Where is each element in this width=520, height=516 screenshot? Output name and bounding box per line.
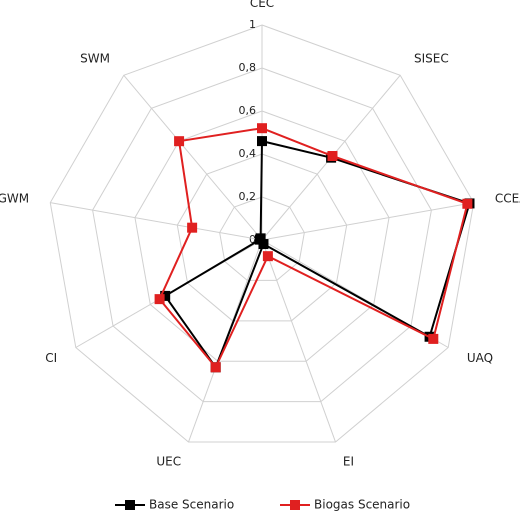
r-tick-label: 0 xyxy=(249,233,256,246)
grid-ring xyxy=(219,196,305,281)
axis-label: UEC xyxy=(156,455,181,469)
marker xyxy=(174,136,185,147)
axis-label: CI xyxy=(45,351,57,365)
legend-label: Biogas Scenario xyxy=(314,498,410,512)
axis-label: CEC xyxy=(250,0,274,10)
marker xyxy=(210,362,221,373)
grid-ring xyxy=(176,153,348,322)
grid-ring xyxy=(134,110,390,362)
marker xyxy=(257,136,267,147)
r-tick-label: 0,4 xyxy=(239,147,257,160)
spoke xyxy=(261,202,474,241)
legend-label: Base Scenario xyxy=(149,498,234,512)
legend-marker xyxy=(125,500,135,510)
spoke xyxy=(261,239,337,443)
marker xyxy=(187,222,198,233)
marker xyxy=(160,290,171,301)
grid-ring xyxy=(49,24,475,443)
r-tick-label: 0,6 xyxy=(239,104,257,117)
marker xyxy=(462,198,473,209)
axis-label: CCEA xyxy=(495,191,520,205)
legend-marker xyxy=(290,500,300,510)
marker xyxy=(257,123,267,134)
r-tick-label: 0,2 xyxy=(239,190,257,203)
axis-label: SWM xyxy=(80,51,110,65)
marker xyxy=(255,233,266,244)
marker xyxy=(327,151,338,162)
marker xyxy=(154,294,165,305)
r-tick-label: 1 xyxy=(249,18,256,31)
grid-ring xyxy=(92,67,432,403)
spoke xyxy=(50,202,263,241)
marker xyxy=(428,333,439,344)
spoke xyxy=(123,74,263,241)
axis-label: GWM xyxy=(0,191,29,205)
axis-label: UAQ xyxy=(467,351,493,365)
marker xyxy=(262,251,273,262)
series-line xyxy=(158,127,469,370)
axis-label: SISEC xyxy=(414,51,449,65)
axis-label: EI xyxy=(343,455,354,469)
r-tick-label: 0,8 xyxy=(239,61,257,74)
